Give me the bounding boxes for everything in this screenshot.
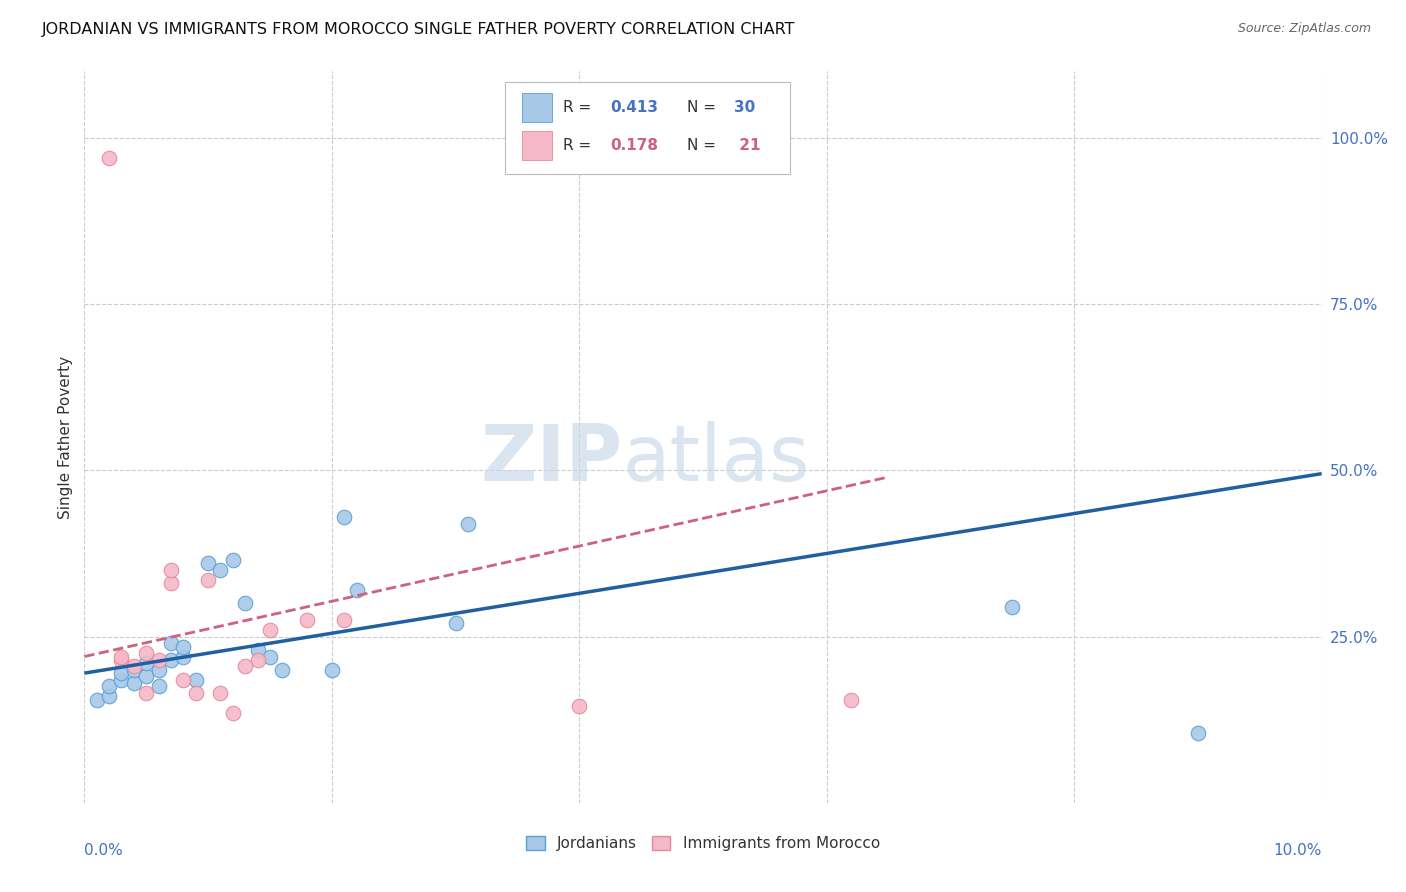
Point	[184, 673, 207, 687]
Text: R =: R =	[564, 137, 596, 153]
Point	[98, 680, 121, 694]
Text: 0.413: 0.413	[610, 100, 658, 115]
Text: N =: N =	[688, 100, 721, 115]
Text: 0.178: 0.178	[610, 137, 658, 153]
Point	[110, 666, 132, 681]
Point	[160, 636, 183, 650]
Point	[110, 649, 132, 664]
Point	[233, 596, 256, 610]
FancyBboxPatch shape	[505, 82, 790, 174]
Text: 0.0%: 0.0%	[84, 843, 124, 858]
Point	[346, 582, 368, 597]
Point	[222, 553, 245, 567]
Point	[1187, 726, 1209, 740]
Text: Source: ZipAtlas.com: Source: ZipAtlas.com	[1237, 22, 1371, 36]
Point	[122, 663, 145, 677]
Point	[135, 656, 157, 670]
Point	[172, 640, 194, 654]
Point	[333, 509, 356, 524]
Point	[172, 673, 194, 687]
Point	[98, 690, 121, 704]
Point	[148, 653, 170, 667]
Point	[110, 673, 132, 687]
Text: 10.0%: 10.0%	[1274, 843, 1322, 858]
Point	[122, 676, 145, 690]
Text: 21: 21	[734, 137, 761, 153]
Point	[86, 692, 108, 706]
Point	[1001, 599, 1024, 614]
FancyBboxPatch shape	[523, 93, 553, 122]
Point	[246, 653, 269, 667]
Point	[122, 659, 145, 673]
Point	[333, 613, 356, 627]
Text: 30: 30	[734, 100, 755, 115]
Point	[197, 557, 219, 571]
Point	[259, 623, 281, 637]
Point	[135, 686, 157, 700]
Point	[110, 653, 132, 667]
Point	[222, 706, 245, 720]
Point	[197, 573, 219, 587]
Point	[148, 680, 170, 694]
Point	[246, 643, 269, 657]
Point	[259, 649, 281, 664]
Y-axis label: Single Father Poverty: Single Father Poverty	[58, 356, 73, 518]
Point	[457, 516, 479, 531]
Point	[148, 663, 170, 677]
Point	[209, 563, 232, 577]
Point	[135, 646, 157, 660]
Text: atlas: atlas	[623, 421, 810, 497]
Point	[295, 613, 318, 627]
Text: ZIP: ZIP	[481, 421, 623, 497]
Point	[271, 663, 294, 677]
Point	[160, 576, 183, 591]
Point	[98, 151, 121, 165]
Point	[209, 686, 232, 700]
Point	[160, 563, 183, 577]
Text: R =: R =	[564, 100, 596, 115]
Text: N =: N =	[688, 137, 721, 153]
FancyBboxPatch shape	[523, 130, 553, 160]
Point	[841, 692, 863, 706]
Point	[160, 653, 183, 667]
Point	[444, 616, 467, 631]
Point	[321, 663, 343, 677]
Legend: Jordanians, Immigrants from Morocco: Jordanians, Immigrants from Morocco	[520, 830, 886, 857]
Point	[568, 699, 591, 714]
Text: JORDANIAN VS IMMIGRANTS FROM MOROCCO SINGLE FATHER POVERTY CORRELATION CHART: JORDANIAN VS IMMIGRANTS FROM MOROCCO SIN…	[42, 22, 796, 37]
Point	[172, 649, 194, 664]
Point	[184, 686, 207, 700]
Point	[233, 659, 256, 673]
Point	[135, 669, 157, 683]
